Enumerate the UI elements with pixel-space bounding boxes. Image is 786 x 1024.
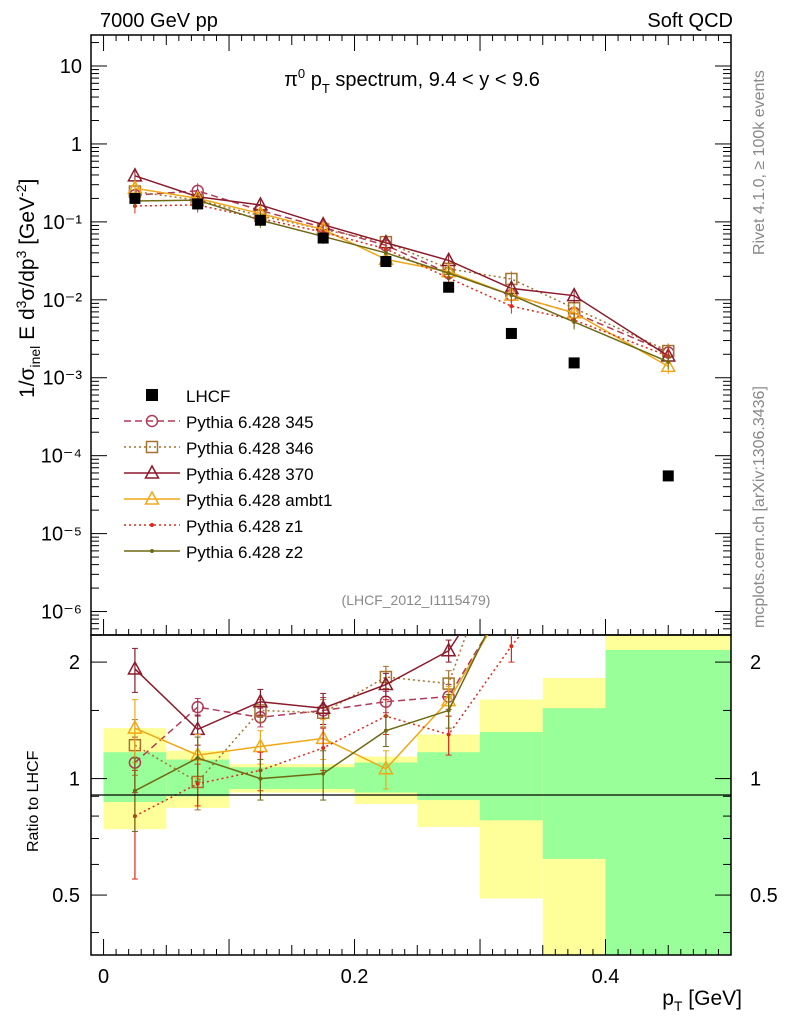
header-left: 7000 GeV pp bbox=[100, 10, 218, 32]
ratio-point-3 bbox=[252, 737, 269, 753]
y-tick-label: 10 bbox=[60, 56, 82, 78]
series-point-5 bbox=[666, 359, 671, 364]
legend-marker-3 bbox=[144, 490, 160, 505]
ratio-tick-label: 1 bbox=[69, 769, 80, 791]
ratio-tick-label: 1 bbox=[750, 769, 761, 791]
series-line-4 bbox=[134, 204, 669, 357]
series-point-5 bbox=[446, 271, 451, 276]
mcplots-label: mcplots.cern.ch [arXiv:1306.3436] bbox=[751, 386, 768, 628]
legend-label-0: Pythia 6.428 345 bbox=[186, 413, 314, 432]
x-tick-label: 0 bbox=[98, 966, 109, 988]
ratio-point-4 bbox=[509, 644, 514, 649]
ratio-point-2 bbox=[127, 660, 143, 675]
main-axis-ticks: 10⁻⁶ 10⁻⁵ 10⁻⁴ 10⁻³ 10⁻² 10⁻¹ 1 10 bbox=[41, 35, 732, 955]
ratio-point-5 bbox=[195, 756, 200, 761]
data-point bbox=[317, 232, 329, 244]
legend-label-data: LHCF bbox=[186, 387, 230, 406]
ratio-tick-label: 2 bbox=[750, 652, 761, 674]
ratio-point-5 bbox=[132, 788, 137, 793]
ratio-point-2 bbox=[252, 693, 269, 708]
y-tick-label: 10⁻⁶ bbox=[41, 602, 82, 624]
legend-marker-2 bbox=[144, 464, 160, 479]
ratio-point-2 bbox=[440, 642, 457, 657]
data-point bbox=[662, 470, 674, 482]
data-point bbox=[443, 281, 455, 293]
legend-marker-0 bbox=[145, 414, 159, 428]
y-tick-label: 10⁻³ bbox=[43, 368, 83, 390]
ratio-point-5 bbox=[446, 708, 451, 713]
data-point bbox=[505, 327, 517, 339]
y-tick-label: 10⁻² bbox=[43, 290, 83, 312]
y-tick-label: 1 bbox=[71, 134, 82, 156]
ratio-axis-ticks: 0 0.2 0.4 0.5 0.5 1 1 2 2 bbox=[52, 652, 778, 988]
band-green-8 bbox=[605, 649, 731, 955]
legend-swatch-data bbox=[146, 389, 158, 401]
series-line-5 bbox=[134, 199, 669, 363]
data-point bbox=[380, 256, 392, 268]
legend-label-5: Pythia 6.428 z2 bbox=[186, 543, 303, 562]
y-tick-label: 10⁻⁴ bbox=[41, 446, 82, 468]
ratio-point-2 bbox=[378, 675, 394, 691]
y-axis-label: 1/σinel E d3σ/dp3 [GeV-2] bbox=[13, 179, 43, 398]
ratio-point-4 bbox=[446, 732, 451, 737]
x-axis-label: pT [GeV] bbox=[662, 987, 742, 1014]
ratio-point-4 bbox=[321, 745, 326, 750]
ratio-point-5 bbox=[383, 728, 388, 733]
band-green-7 bbox=[542, 708, 606, 859]
ratio-tick-label: 0.5 bbox=[750, 885, 778, 907]
main-series-group bbox=[127, 167, 677, 374]
main-data-points bbox=[129, 192, 674, 482]
legend-label-3: Pythia 6.428 ambt1 bbox=[186, 491, 332, 510]
ratio-point-5 bbox=[321, 771, 326, 776]
legend-label-1: Pythia 6.428 346 bbox=[186, 439, 314, 458]
series-line-3 bbox=[134, 187, 669, 368]
x-tick-label: 0.4 bbox=[592, 966, 620, 988]
ratio-point-5 bbox=[258, 776, 263, 781]
y-tick-label: 10⁻⁵ bbox=[41, 524, 82, 546]
analysis-id: (LHCF_2012_I1115479) bbox=[342, 592, 491, 608]
data-point bbox=[192, 198, 204, 210]
legend-marker-1 bbox=[145, 440, 159, 454]
legend: LHCF Pythia 6.428 345 Pythia 6.428 346 Pyth… bbox=[124, 387, 332, 562]
header-right: Soft QCD bbox=[647, 10, 733, 32]
y-tick-label: 10⁻¹ bbox=[43, 212, 83, 234]
ratio-tick-label: 0.5 bbox=[52, 885, 80, 907]
legend-label-4: Pythia 6.428 z1 bbox=[186, 517, 303, 536]
series-point-4 bbox=[509, 304, 514, 309]
ratio-point-2 bbox=[315, 699, 331, 714]
x-tick-label: 0.2 bbox=[341, 966, 369, 988]
ratio-tick-label: 2 bbox=[69, 652, 80, 674]
series-point-2 bbox=[566, 287, 582, 302]
series-point-5 bbox=[509, 293, 514, 298]
ratio-point-0 bbox=[191, 700, 204, 714]
ratio-point-3 bbox=[127, 719, 143, 734]
ratio-point-3 bbox=[378, 760, 394, 775]
data-point bbox=[129, 192, 141, 204]
ratio-line-0 bbox=[134, 635, 488, 764]
series-point-5 bbox=[383, 250, 388, 255]
ratio-point-4 bbox=[195, 781, 200, 786]
legend-marker-4 bbox=[150, 523, 154, 527]
band-green-5 bbox=[417, 752, 481, 801]
band-green-6 bbox=[480, 731, 543, 821]
series-point-5 bbox=[572, 319, 577, 324]
data-point bbox=[254, 214, 266, 226]
series-point-3 bbox=[660, 357, 677, 373]
ratio-axis-label: Ratio to LHCF bbox=[25, 750, 42, 852]
chart-title: π0 pT spectrum, 9.4 < y < 9.6 bbox=[284, 66, 540, 96]
ratio-series-group bbox=[127, 635, 522, 880]
legend-label-2: Pythia 6.428 370 bbox=[186, 465, 314, 484]
rivet-label: Rivet 4.1.0, ≥ 100k events bbox=[751, 70, 768, 255]
data-point bbox=[568, 357, 580, 369]
legend-marker-5 bbox=[150, 549, 154, 553]
